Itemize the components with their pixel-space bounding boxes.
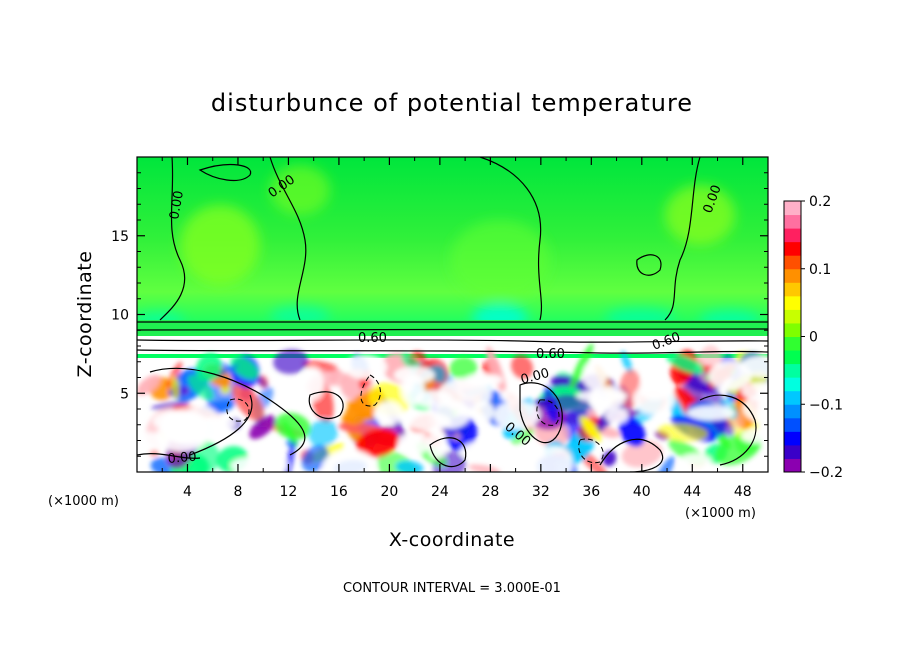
colorbar-tick-label: −0.1 [809,397,843,413]
x-tick-label: 4 [183,484,192,500]
colorbar-tick-label: 0 [809,330,818,346]
colorbar-tick-label: −0.2 [809,465,843,481]
colorbar-swatch [784,309,801,324]
colorbar-tick-label: 0.2 [809,194,831,210]
colorbar-swatch [784,377,801,392]
x-tick-label: 8 [233,484,242,500]
colorbar-swatch [784,390,801,405]
colorbar-swatch [784,363,801,378]
contour-label: 0.60 [358,331,387,346]
x-axis: 4 8 12 16 20 24 28 32 36 40 44 48 [161,157,752,500]
contour-label: 0.00 [519,366,551,388]
colorbar-swatch [784,431,801,446]
contour-label: 0.00 [167,190,187,221]
x-tick-label: 32 [532,484,550,500]
y-axis-label: Z-coordinate [74,251,96,378]
colorbar-swatch [784,322,801,337]
chart-title: disturbunce of potential temperature [211,89,693,117]
colorbar-swatch [784,444,801,459]
colorbar-swatch [784,350,801,365]
colorbar-tick-label: 0.1 [809,262,831,278]
x-unit-label-right: (×1000 m) [685,506,756,521]
colorbar-swatch [784,255,801,270]
x-tick-label: 40 [633,484,651,500]
colorbar-swatch [784,201,801,216]
contour-interval-footer: CONTOUR INTERVAL = 3.000E-01 [343,581,561,596]
x-axis-label: X-coordinate [389,529,515,551]
x-tick-label: 44 [683,484,701,500]
x-tick-label: 48 [734,484,752,500]
y-tick-label: 10 [111,308,129,324]
x-tick-label: 16 [330,484,348,500]
colorbar-swatch [784,282,801,297]
contour-label: 0.60 [536,347,565,362]
colorbar-swatch [784,214,801,229]
colorbar-swatch [784,458,801,473]
plot-area [137,157,768,472]
x-tick-label: 28 [481,484,499,500]
x-unit-label: (×1000 m) [48,494,119,509]
colorbar-swatch [784,336,801,351]
colorbar-swatch [784,404,801,419]
x-tick-label: 36 [582,484,600,500]
x-tick-label: 24 [431,484,449,500]
colorbar-swatch [784,241,801,256]
colorbar-swatch [784,417,801,432]
y-tick-label: 5 [120,386,129,402]
contour-label: 0.00 [167,450,197,467]
y-axis: 5 10 15 [111,172,768,457]
colorbar: −0.2 −0.1 0 0.1 0.2 [783,194,843,481]
x-tick-label: 20 [380,484,398,500]
colorbar-swatch [784,228,801,243]
colorbar-swatch [784,295,801,310]
y-tick-label: 15 [111,229,129,245]
x-tick-label: 12 [280,484,298,500]
colorbar-swatch [784,268,801,283]
